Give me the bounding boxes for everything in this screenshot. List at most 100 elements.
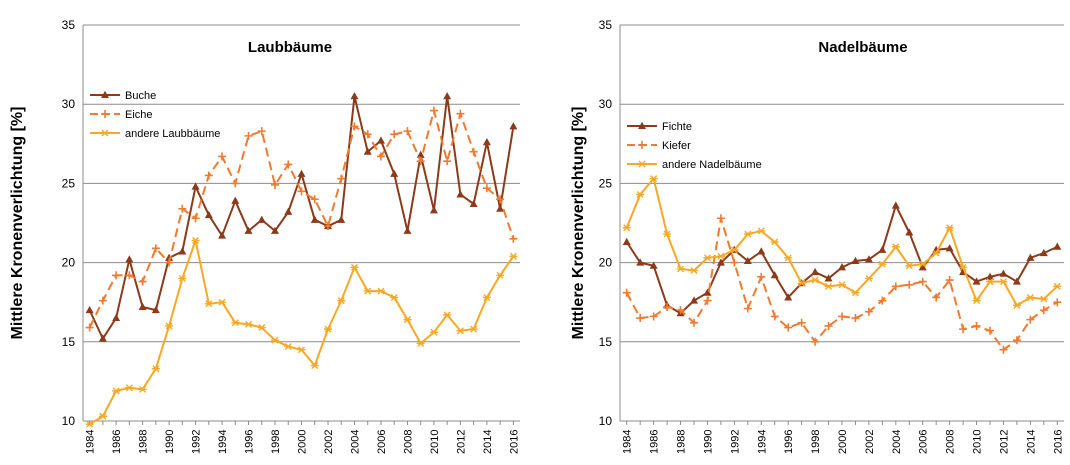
x-tick-label: 2002 [323,430,335,454]
data-point [663,230,672,238]
data-point [770,271,779,279]
data-point [403,127,412,136]
data-point [98,334,107,342]
data-point [456,190,465,198]
legend-marker [638,160,646,168]
y-tick-label: 35 [599,18,613,32]
data-point [1026,253,1035,261]
data-point [690,318,698,327]
data-point [165,253,174,261]
y-tick-label: 10 [599,414,613,428]
data-point [284,160,293,169]
data-point [932,249,941,257]
y-axis-label: Mittlere Kronenverlichtung [%] [9,107,26,340]
data-point [878,260,887,268]
data-point [972,277,981,285]
data-point [1053,242,1062,250]
y-tick-label: 35 [62,18,76,32]
chart-title: Nadelbäume [818,39,907,56]
data-point [151,365,160,373]
data-point [496,195,505,204]
data-point [636,190,645,198]
data-point [310,215,319,223]
data-point [716,214,725,223]
data-point [757,247,766,255]
x-tick-label: 2014 [482,430,494,454]
data-point [864,255,873,263]
data-point [350,122,359,131]
data-point [138,277,147,286]
data-point [204,300,213,308]
x-tick-label: 2016 [508,430,520,454]
data-point [649,175,658,183]
x-tick-label: 1986 [111,430,123,454]
data-point [999,278,1008,286]
data-point [999,269,1008,277]
data-point [636,258,645,266]
data-point [443,92,452,100]
data-point [690,296,698,304]
x-tick-label: 1996 [783,430,795,454]
data-point [730,246,739,254]
data-point [811,337,820,346]
data-point [310,195,319,204]
y-tick-label: 30 [599,97,613,111]
legend: Fichte Kiefer andere Nadelbäume [627,121,762,171]
data-point [663,302,672,311]
y-tick-label: 15 [599,335,613,349]
data-point [376,287,385,295]
legend-marker [638,141,646,149]
legend-label: Buche [125,90,156,102]
data-point [811,276,820,284]
x-tick-label: 1988 [138,430,150,454]
data-point [649,261,658,269]
x-tick-label: 2012 [455,430,467,454]
data-point [482,184,491,193]
legend-marker [638,121,646,129]
series-line [88,109,515,328]
data-point [257,127,266,136]
series-kiefer [622,214,1062,354]
data-point [703,288,712,296]
data-point [676,265,685,273]
chart-panel-1: 10 15 20 25 30 35 1984 1986 1988 1990 1992 1994 1996… [9,18,520,454]
data-point [959,325,968,334]
x-tick-label: 2006 [376,430,388,454]
series-line [625,177,1058,307]
data-point [690,267,698,275]
data-point [284,343,293,351]
y-tick-label: 15 [62,335,76,349]
data-point [310,362,319,370]
data-point [350,263,359,271]
data-point [945,244,954,252]
x-tick-label: 1998 [270,430,282,454]
data-point [138,385,147,393]
data-point [271,180,280,189]
data-point [676,306,685,315]
data-point [191,236,200,244]
x-tick-label: 1986 [649,430,661,454]
data-point [757,272,766,281]
legend-label: Fichte [662,121,692,133]
data-point [204,171,213,180]
data-point [972,297,981,305]
series-andere-laubbäume [85,236,518,428]
legend-label: Kiefer [662,140,691,152]
x-tick-label: 1984 [85,430,97,454]
data-point [231,179,240,188]
data-point [244,320,253,328]
data-point [622,237,631,246]
legend-marker [101,129,109,137]
data-point [838,312,846,321]
data-point [496,271,505,279]
x-tick-label: 1996 [244,430,256,454]
data-point [416,157,425,166]
data-point [851,314,860,323]
data-point [376,152,385,161]
data-point [456,327,465,335]
data-point [363,147,372,155]
data-point [429,328,438,336]
x-tick-label: 2004 [891,430,903,454]
y-tick-label: 20 [62,256,76,270]
